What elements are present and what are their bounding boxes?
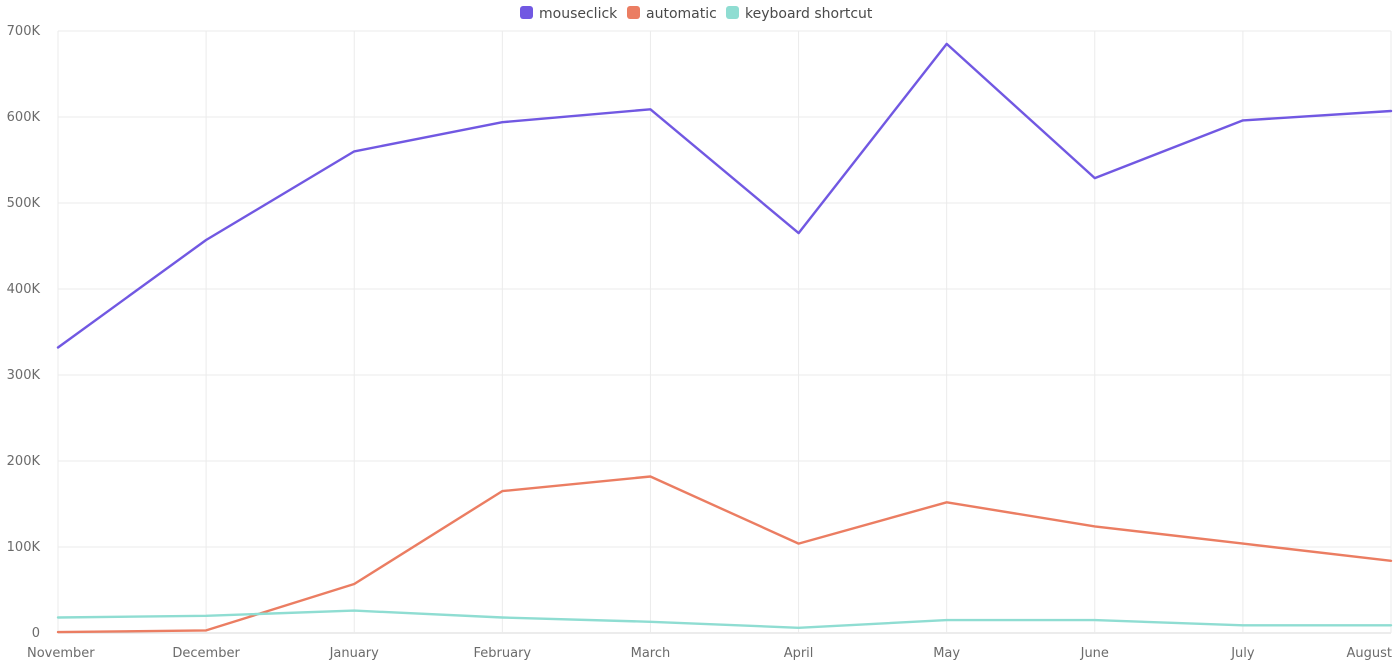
series-line-mouseclick[interactable] (56, 42, 1393, 349)
legend-label: mouseclick (539, 6, 618, 22)
legend-swatch (520, 6, 533, 19)
y-tick-label: 700K (7, 24, 41, 39)
x-tick-label: May (933, 646, 960, 661)
y-tick-label: 0 (32, 626, 40, 641)
series-line-keyboard-shortcut[interactable] (56, 609, 1393, 629)
legend-label: automatic (646, 6, 717, 22)
legend-swatch (726, 6, 739, 19)
y-tick-label: 100K (7, 540, 41, 555)
y-tick-label: 400K (7, 282, 41, 297)
y-tick-label: 600K (7, 110, 41, 125)
legend-item-keyboard-shortcut[interactable]: keyboard shortcut (726, 6, 873, 22)
legend-swatch (627, 6, 640, 19)
series-line-automatic[interactable] (56, 475, 1393, 634)
x-tick-label: August (1347, 646, 1393, 661)
x-tick-label: June (1080, 646, 1109, 661)
y-tick-label: 500K (7, 196, 41, 211)
x-tick-label: November (27, 646, 95, 661)
legend-item-automatic[interactable]: automatic (627, 6, 717, 22)
legend-label: keyboard shortcut (745, 6, 873, 22)
y-tick-label: 200K (7, 454, 41, 469)
legend-item-mouseclick[interactable]: mouseclick (520, 6, 618, 22)
x-tick-label: April (784, 646, 814, 661)
x-tick-label: December (172, 646, 240, 661)
x-tick-label: March (631, 646, 671, 661)
x-tick-label: January (329, 646, 380, 661)
y-tick-label: 300K (7, 368, 41, 383)
legend: mouseclick automatic keyboard shortcut (520, 6, 873, 22)
grid (57, 30, 1392, 634)
x-tick-label: July (1230, 646, 1255, 661)
series-lines (56, 42, 1393, 634)
x-tick-label: February (474, 646, 532, 661)
axes: 0 100K 200K 300K 400K 500K 600K 700K November Dec… (7, 24, 1392, 661)
